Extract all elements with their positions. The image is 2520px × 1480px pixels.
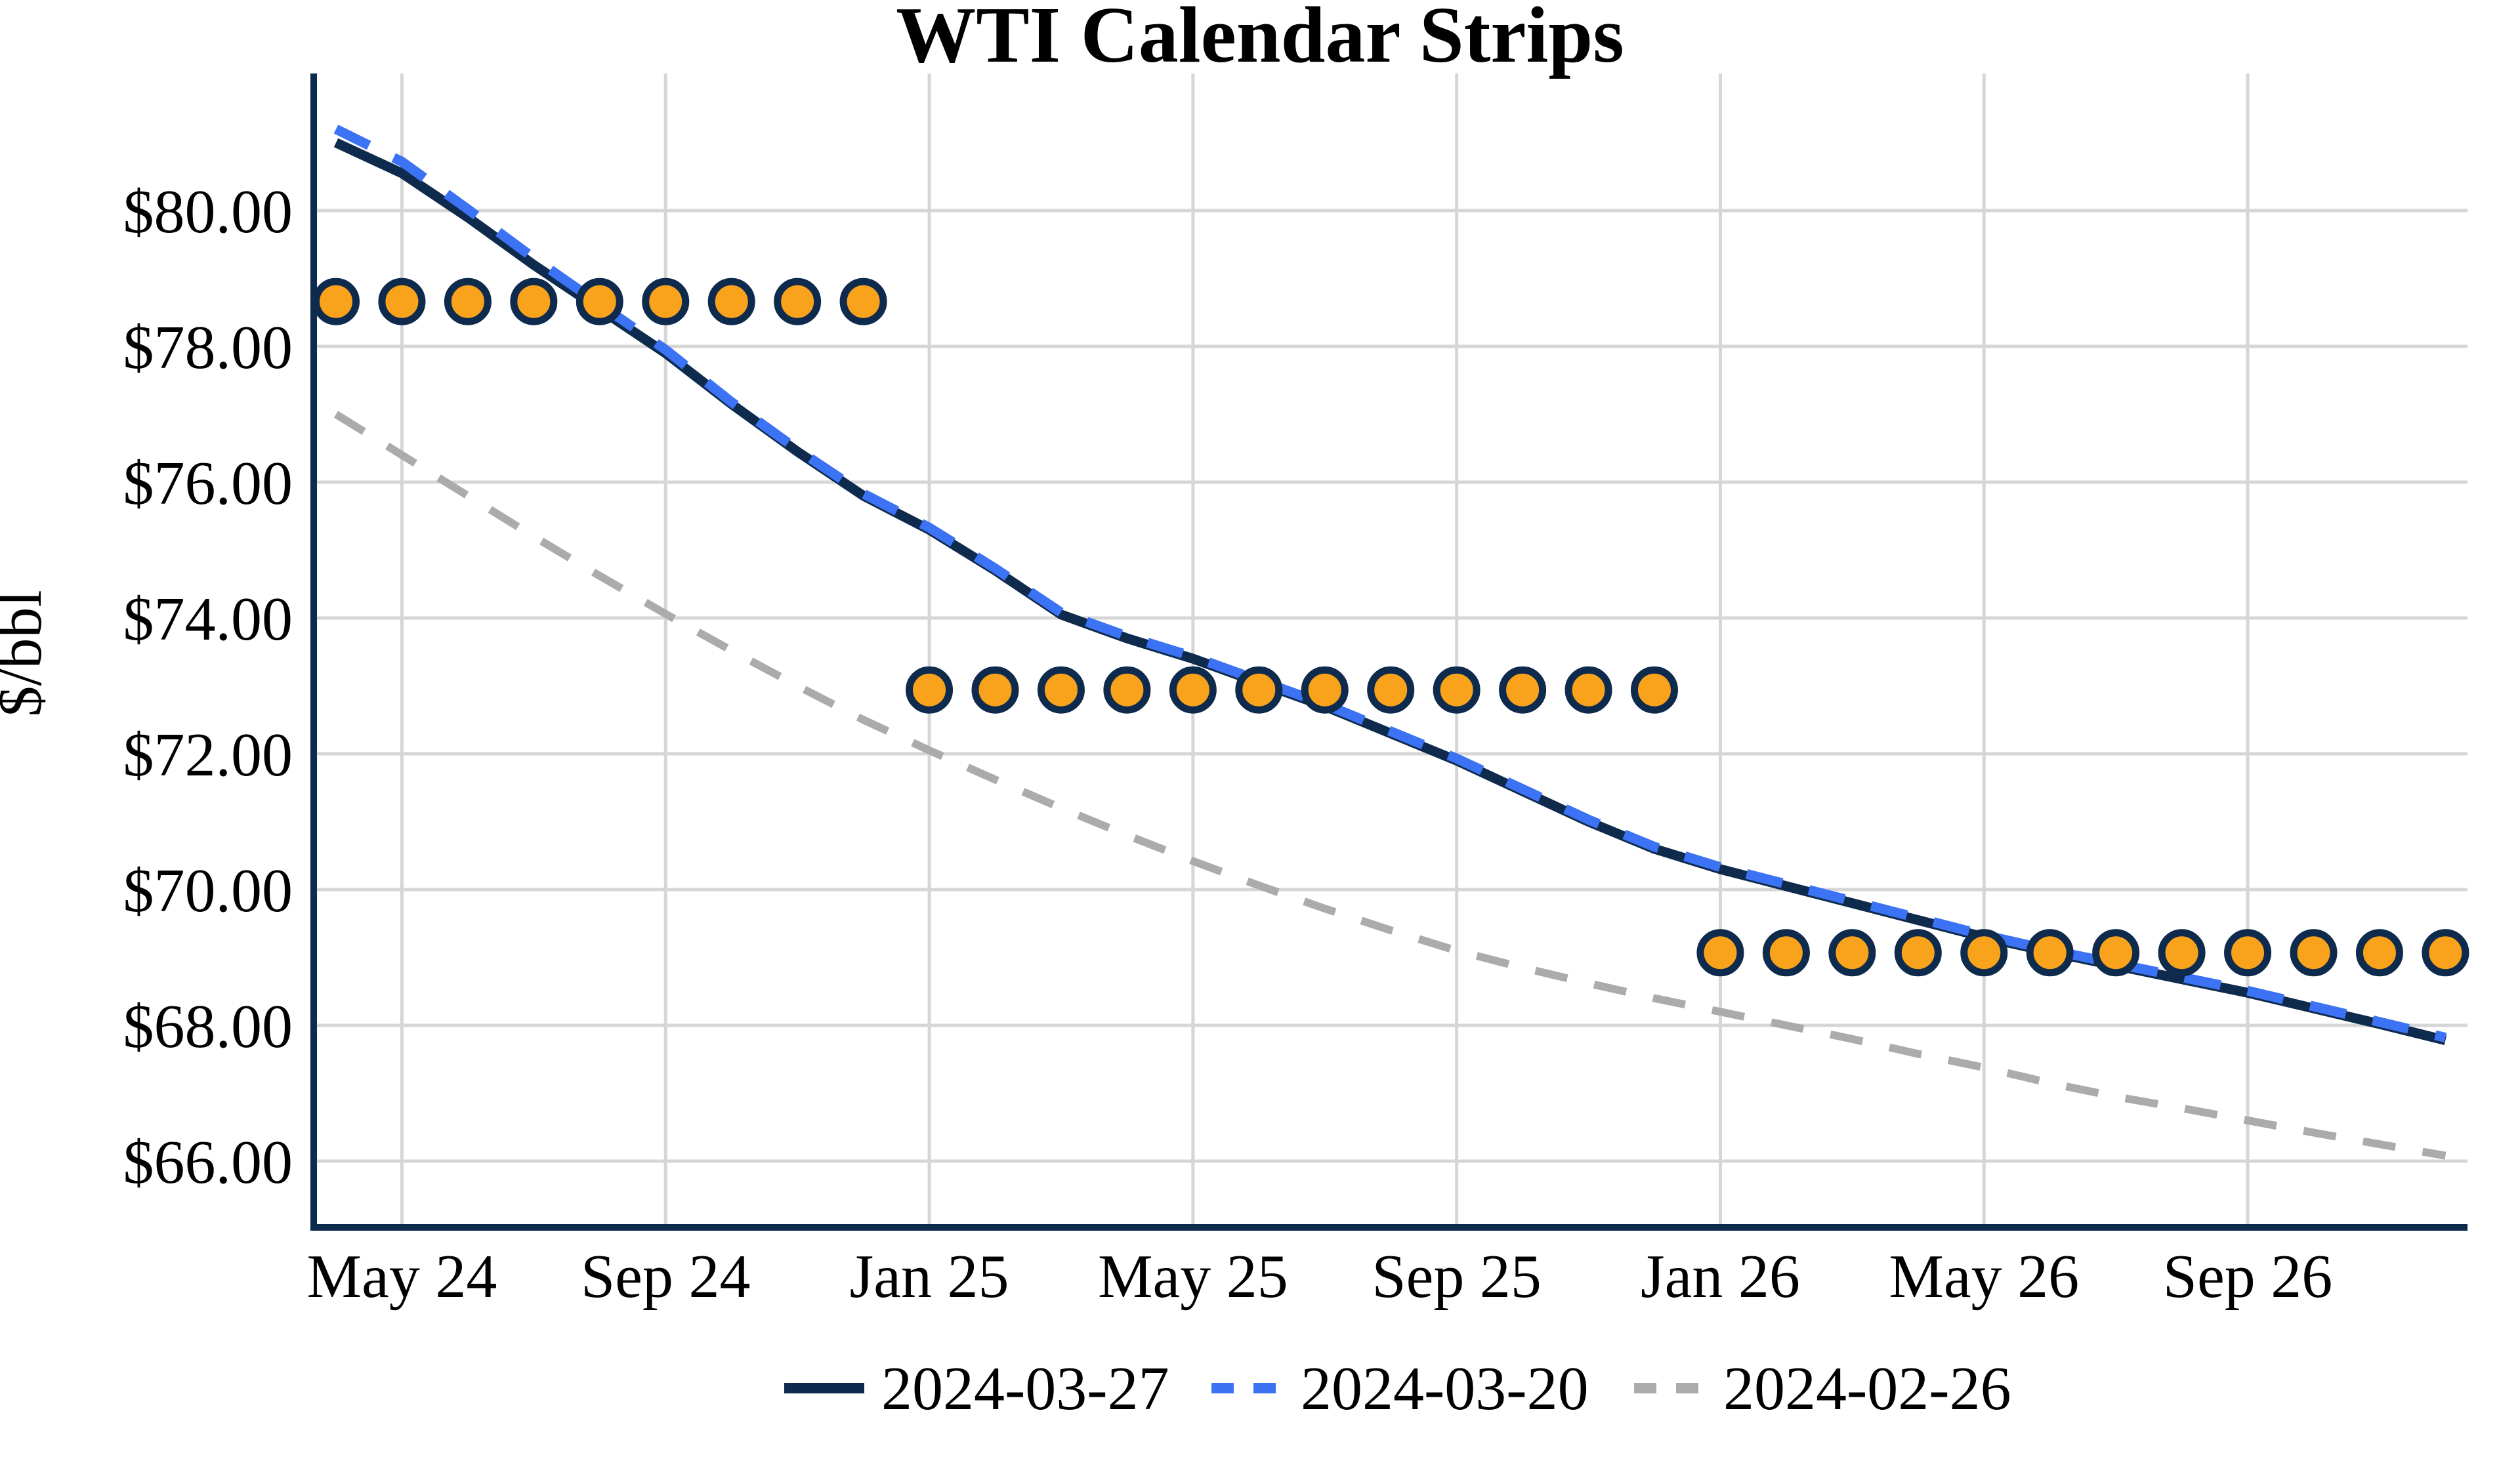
strip-marker-2025 — [1367, 666, 1415, 714]
strip-marker-2026 — [1828, 929, 1876, 977]
strip-marker-2026 — [2224, 929, 2272, 977]
axes — [310, 73, 2468, 1231]
y-tick-label: $66.00 — [123, 1128, 293, 1197]
strip-marker-2025 — [1631, 666, 1678, 714]
y-tick-label: $72.00 — [123, 721, 293, 789]
strip-marker-2025 — [1301, 666, 1349, 714]
chart-title: WTI Calendar Strips — [896, 0, 1624, 79]
strip-marker-2024 — [378, 278, 426, 325]
strip-marker-2026 — [1960, 929, 2008, 977]
y-tick-label: $74.00 — [123, 585, 293, 653]
x-tick-label: Jan 25 — [850, 1243, 1009, 1311]
strip-marker-2024 — [444, 278, 492, 325]
y-tick-label: $78.00 — [123, 314, 293, 382]
legend-label-2024-03-27: 2024-03-27 — [881, 1355, 1169, 1423]
strip-marker-2025 — [1499, 666, 1547, 714]
strip-marker-2026 — [2422, 929, 2469, 977]
legend-label-2024-02-26: 2024-02-26 — [1723, 1355, 2011, 1423]
strip-marker-2026 — [1762, 929, 1810, 977]
x-tick-label: May 25 — [1098, 1243, 1288, 1311]
x-tick-label: Sep 25 — [1372, 1243, 1542, 1311]
series-line-2024-03-20 — [333, 125, 2447, 1042]
strip-marker-2024 — [510, 278, 558, 325]
strip-marker-2026 — [1894, 929, 1942, 977]
y-tick-label: $76.00 — [123, 449, 293, 518]
strip-marker-2024 — [707, 278, 755, 325]
strip-marker-2024 — [312, 278, 360, 325]
series-line-2024-02-26 — [333, 411, 2446, 1160]
legend: 2024-03-27 2024-03-20 2024-02-26 — [784, 1355, 2011, 1423]
y-axis-title: $/bbl — [0, 590, 54, 716]
strip-marker-2024 — [839, 278, 887, 325]
strip-marker-2025 — [1564, 666, 1612, 714]
strip-markers — [312, 278, 2469, 977]
x-tick-label: Jan 26 — [1641, 1243, 1800, 1311]
strip-marker-2025 — [1235, 666, 1283, 714]
strip-marker-2025 — [1037, 666, 1085, 714]
x-tick-label: Sep 26 — [2163, 1243, 2333, 1311]
strip-marker-2026 — [2092, 929, 2140, 977]
strip-marker-2026 — [2158, 929, 2206, 977]
x-tick-label: May 24 — [307, 1243, 497, 1311]
y-tick-label: $80.00 — [123, 178, 293, 246]
strip-marker-2025 — [971, 666, 1019, 714]
strip-marker-2026 — [2290, 929, 2338, 977]
x-tick-label: Sep 24 — [581, 1243, 751, 1311]
strip-marker-2025 — [906, 666, 954, 714]
y-tick-label: $70.00 — [123, 857, 293, 925]
strip-marker-2026 — [2026, 929, 2074, 977]
strip-marker-2024 — [774, 278, 822, 325]
legend-label-2024-03-20: 2024-03-20 — [1301, 1355, 1589, 1423]
strip-marker-2025 — [1433, 666, 1480, 714]
series-line-2024-03-27 — [333, 138, 2447, 1046]
y-tick-label: $68.00 — [123, 993, 293, 1061]
strip-marker-2026 — [1696, 929, 1744, 977]
strip-marker-2024 — [576, 278, 623, 325]
strip-marker-2026 — [2355, 929, 2403, 977]
strip-marker-2024 — [642, 278, 690, 325]
gridlines — [311, 73, 2468, 1227]
x-tick-label: May 26 — [1889, 1243, 2079, 1311]
strip-marker-2025 — [1169, 666, 1217, 714]
tick-labels: $80.00 $78.00 $76.00 $74.00 $72.00 $70.00 $68.… — [123, 178, 2333, 1311]
strip-marker-2025 — [1103, 666, 1151, 714]
